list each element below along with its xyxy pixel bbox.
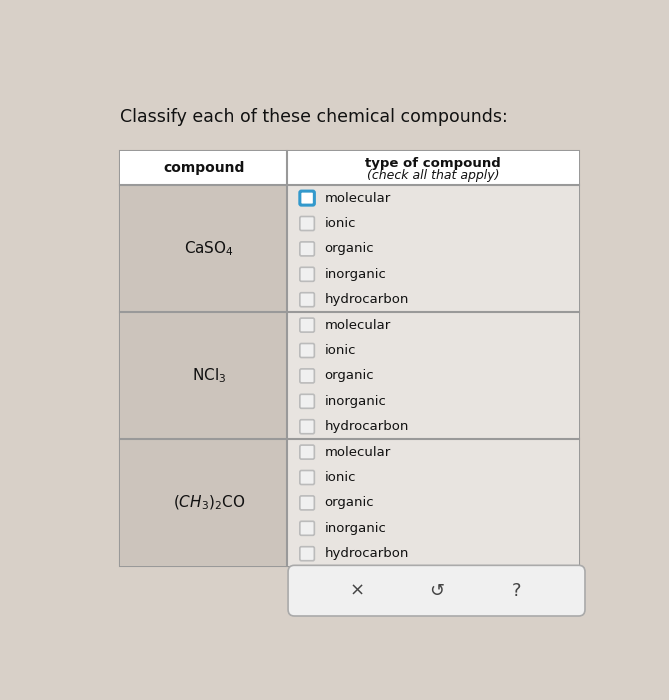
Bar bbox=[288, 151, 579, 186]
Text: hydrocarbon: hydrocarbon bbox=[324, 293, 409, 306]
Bar bbox=[120, 312, 288, 440]
Bar bbox=[120, 440, 288, 566]
Text: ionic: ionic bbox=[324, 344, 356, 357]
Text: organic: organic bbox=[324, 370, 375, 382]
Text: type of compound: type of compound bbox=[365, 157, 501, 170]
FancyBboxPatch shape bbox=[300, 369, 314, 383]
FancyBboxPatch shape bbox=[300, 496, 314, 510]
Bar bbox=[120, 151, 288, 186]
Text: molecular: molecular bbox=[324, 318, 391, 332]
Text: inorganic: inorganic bbox=[324, 268, 387, 281]
Text: (check all that apply): (check all that apply) bbox=[367, 169, 499, 182]
Text: $(CH_3)_2$CO: $(CH_3)_2$CO bbox=[173, 494, 245, 512]
FancyBboxPatch shape bbox=[300, 318, 314, 332]
FancyBboxPatch shape bbox=[300, 293, 314, 307]
Text: NCl$_3$: NCl$_3$ bbox=[192, 367, 226, 385]
FancyBboxPatch shape bbox=[300, 420, 314, 434]
FancyBboxPatch shape bbox=[300, 267, 314, 281]
Text: ionic: ionic bbox=[324, 471, 356, 484]
Bar bbox=[120, 151, 579, 566]
FancyBboxPatch shape bbox=[288, 566, 585, 616]
Text: molecular: molecular bbox=[324, 192, 391, 204]
Text: inorganic: inorganic bbox=[324, 395, 387, 408]
Text: hydrocarbon: hydrocarbon bbox=[324, 420, 409, 433]
Text: inorganic: inorganic bbox=[324, 522, 387, 535]
Text: compound: compound bbox=[163, 162, 244, 176]
Bar bbox=[288, 186, 579, 312]
Text: ×: × bbox=[349, 582, 365, 600]
Bar bbox=[288, 312, 579, 440]
Bar bbox=[288, 440, 579, 566]
FancyBboxPatch shape bbox=[300, 242, 314, 256]
Text: ?: ? bbox=[511, 582, 521, 600]
Text: hydrocarbon: hydrocarbon bbox=[324, 547, 409, 560]
Text: ↺: ↺ bbox=[429, 582, 444, 600]
Text: Classify each of these chemical compounds:: Classify each of these chemical compound… bbox=[120, 108, 508, 126]
FancyBboxPatch shape bbox=[300, 344, 314, 358]
Text: molecular: molecular bbox=[324, 446, 391, 459]
FancyBboxPatch shape bbox=[300, 470, 314, 484]
Text: organic: organic bbox=[324, 496, 375, 510]
Bar bbox=[120, 186, 288, 312]
Text: organic: organic bbox=[324, 242, 375, 256]
FancyBboxPatch shape bbox=[300, 522, 314, 536]
Text: CaSO$_4$: CaSO$_4$ bbox=[184, 239, 233, 258]
FancyBboxPatch shape bbox=[300, 216, 314, 230]
FancyBboxPatch shape bbox=[300, 191, 314, 205]
FancyBboxPatch shape bbox=[300, 445, 314, 459]
Text: ionic: ionic bbox=[324, 217, 356, 230]
FancyBboxPatch shape bbox=[300, 394, 314, 408]
FancyBboxPatch shape bbox=[300, 547, 314, 561]
